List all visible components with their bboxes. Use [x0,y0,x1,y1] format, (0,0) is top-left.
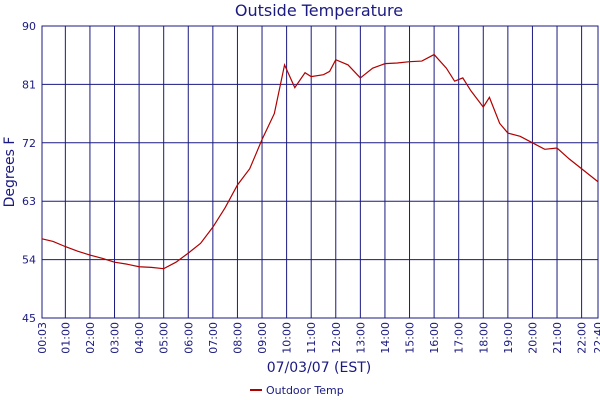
y-tick-label: 54 [22,254,36,267]
x-tick-label: 17:00 [453,322,466,354]
x-tick-label: 21:00 [551,322,564,354]
x-tick-label: 13:00 [354,322,367,354]
x-tick-label: 16:00 [428,322,441,354]
x-tick-label: 15:00 [404,322,417,354]
x-tick-label: 20:00 [526,322,539,354]
x-tick-label: 01:00 [59,322,72,354]
x-tick-label: 02:00 [84,322,97,354]
x-tick-label: 07:00 [207,322,220,354]
x-tick-label: 12:00 [330,322,343,354]
chart-title: Outside Temperature [235,1,403,20]
x-tick-label: 04:00 [133,322,146,354]
x-tick-label: 11:00 [305,322,318,354]
x-tick-label: 14:00 [379,322,392,354]
x-tick-label: 08:00 [231,322,244,354]
y-tick-label: 72 [22,137,36,150]
x-tick-label: 06:00 [182,322,195,354]
x-axis-label: 07/03/07 (EST) [267,360,372,376]
x-tick-label: 22:40 [592,322,600,354]
x-tick-label: 22:00 [576,322,589,354]
y-tick-label: 81 [22,78,36,91]
data-line [41,53,599,270]
x-tick-label: 09:00 [256,322,269,354]
x-tick-label: 00:03 [36,322,49,354]
y-axis-label: Degrees F [2,137,18,208]
y-tick-label: 45 [22,312,36,325]
x-tick-label: 18:00 [477,322,490,354]
y-tick-label: 63 [22,195,36,208]
x-tick-label: 05:00 [158,322,171,354]
y-tick-label: 90 [22,20,36,33]
legend-label: Outdoor Temp [266,384,344,397]
plot-area [41,25,599,319]
x-tick-label: 10:00 [281,322,294,354]
x-tick-label: 03:00 [109,322,122,354]
x-tick-label: 19:00 [502,322,515,354]
